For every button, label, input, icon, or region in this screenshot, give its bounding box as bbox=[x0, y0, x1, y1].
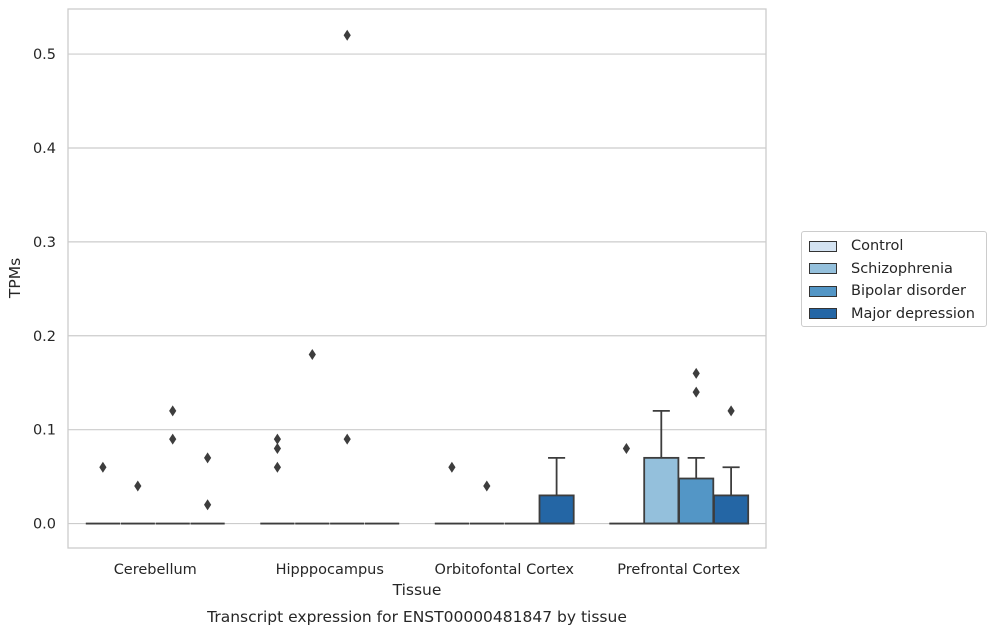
boxes bbox=[85, 29, 750, 525]
y-tick-label: 0.5 bbox=[33, 47, 56, 63]
outlier-point bbox=[727, 405, 735, 417]
plot-frame bbox=[67, 8, 767, 549]
legend-label: Control bbox=[851, 238, 904, 254]
box-1-1 bbox=[295, 349, 330, 525]
outlier-point bbox=[343, 433, 351, 445]
box-3-3 bbox=[713, 405, 750, 525]
outlier-point bbox=[483, 480, 491, 492]
box-2-0 bbox=[155, 405, 190, 525]
legend-label: Major depression bbox=[851, 305, 975, 322]
outlier-point bbox=[448, 461, 456, 473]
y-axis-ticks: 0.0 0.1 0.2 0.3 0.4 0.5 bbox=[33, 47, 56, 533]
legend-item: Control bbox=[809, 238, 903, 254]
box-1-3 bbox=[643, 410, 680, 525]
outlier-point bbox=[692, 386, 700, 398]
x-tick-label: Orbitofontal Cortex bbox=[435, 562, 575, 578]
chart-title: Transcript expression for ENST0000048184… bbox=[206, 608, 627, 626]
legend-item: Schizophrenia bbox=[809, 261, 953, 277]
y-tick-label: 0.1 bbox=[33, 423, 56, 439]
box-1-0 bbox=[120, 480, 155, 525]
x-axis-ticks: Cerebellum Hipppocampus Orbitofontal Corte… bbox=[114, 562, 741, 578]
y-tick-label: 0.0 bbox=[33, 517, 56, 533]
outlier-point bbox=[692, 367, 700, 379]
outlier-point bbox=[169, 433, 177, 445]
outlier-point bbox=[622, 442, 630, 454]
box-0-3 bbox=[609, 442, 644, 525]
box-0-2 bbox=[434, 461, 470, 525]
box-0-1 bbox=[260, 433, 295, 525]
outlier-point bbox=[308, 349, 316, 361]
box-0-0 bbox=[85, 461, 121, 525]
outlier-point bbox=[204, 452, 212, 464]
box-2-3 bbox=[678, 367, 715, 525]
outlier-point bbox=[273, 433, 281, 445]
legend-swatch bbox=[809, 285, 837, 297]
box-rect bbox=[643, 456, 680, 525]
box-rect bbox=[713, 494, 750, 525]
outlier-point bbox=[273, 442, 281, 454]
legend-item: Bipolar disorder bbox=[809, 283, 966, 299]
outlier-point bbox=[134, 480, 142, 492]
y-axis-label: TPMs bbox=[6, 258, 24, 299]
x-tick-label: Hipppocampus bbox=[276, 562, 384, 578]
outlier-point bbox=[204, 499, 212, 511]
y-tick-label: 0.3 bbox=[33, 235, 56, 251]
box-3-2 bbox=[538, 456, 575, 525]
legend-swatch bbox=[809, 308, 837, 319]
outlier-point bbox=[99, 461, 107, 473]
x-tick-label: Prefrontal Cortex bbox=[617, 562, 740, 578]
outlier-point bbox=[273, 461, 281, 473]
legend-item: Major depression bbox=[809, 306, 975, 322]
x-tick-label: Cerebellum bbox=[114, 562, 197, 578]
box-rect bbox=[538, 494, 575, 525]
box-3-0 bbox=[190, 452, 225, 525]
legend: Control Schizophrenia Bipolar disorder Majo… bbox=[801, 231, 987, 327]
box-2-1 bbox=[330, 29, 365, 525]
legend-swatch bbox=[809, 263, 837, 274]
box-1-2 bbox=[469, 480, 504, 525]
legend-label: Schizophrenia bbox=[851, 260, 953, 277]
box-rect bbox=[678, 477, 715, 525]
outlier-point bbox=[169, 405, 177, 417]
legend-swatch bbox=[809, 240, 837, 252]
y-tick-label: 0.4 bbox=[33, 141, 56, 157]
legend-label: Bipolar disorder bbox=[851, 283, 966, 299]
x-axis-label: Tissue bbox=[392, 581, 442, 599]
outlier-point bbox=[343, 29, 351, 41]
y-tick-label: 0.2 bbox=[33, 329, 56, 345]
